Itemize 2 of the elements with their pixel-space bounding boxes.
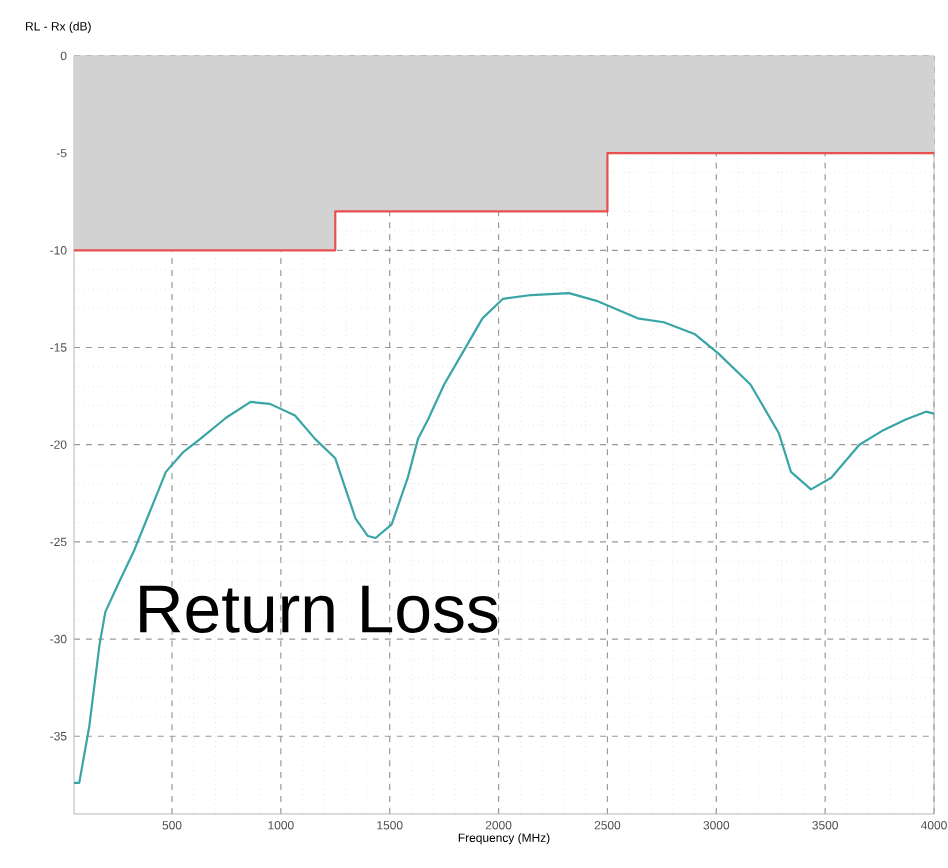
line-series — [72, 291, 936, 784]
annotation: Return Loss — [140, 585, 498, 633]
